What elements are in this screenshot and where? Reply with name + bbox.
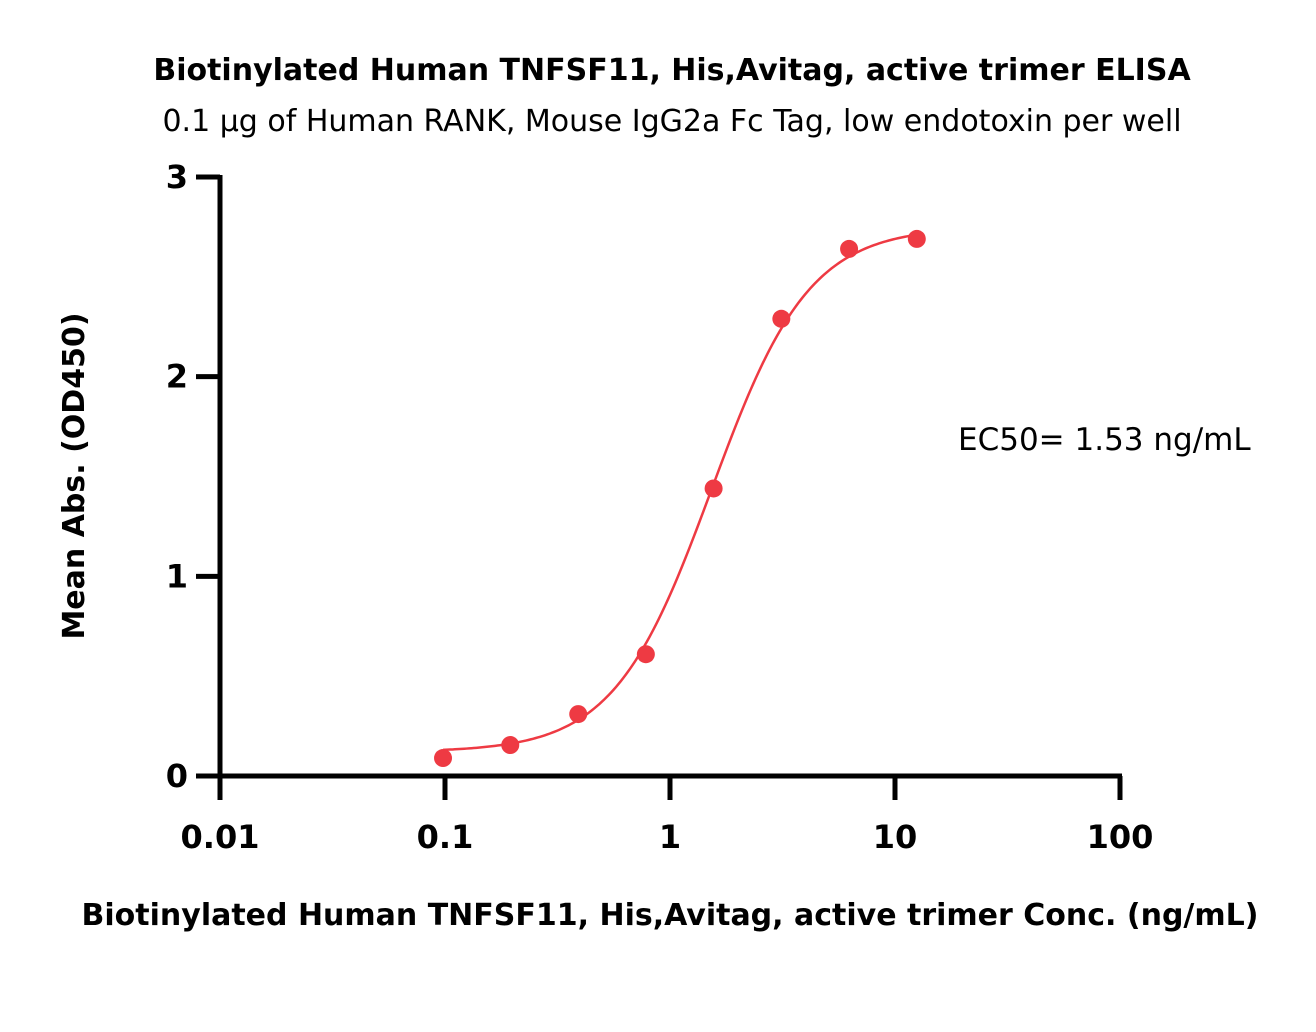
chart-title: Biotinylated Human TNFSF11, His,Avitag, …	[153, 53, 1191, 88]
y-tick-label: 0	[166, 757, 188, 795]
y-axis-label: Mean Abs. (OD450)	[57, 312, 92, 639]
y-tick-label: 2	[166, 358, 188, 396]
plot-area: 0 1 2 3 0.01 0.1 1 10 100	[166, 158, 1154, 856]
data-points	[434, 229, 926, 768]
data-point	[704, 479, 723, 498]
y-axis-ticks: 0 1 2 3	[166, 158, 220, 795]
data-point	[907, 229, 926, 248]
fit-curve	[442, 233, 917, 752]
x-tick-label: 1	[659, 818, 681, 856]
y-tick-label: 3	[166, 158, 188, 196]
x-axis-ticks: 0.01 0.1 1 10 100	[181, 776, 1154, 856]
ec50-annotation: EC50= 1.53 ng/mL	[958, 422, 1251, 458]
data-point	[434, 749, 453, 768]
chart-subtitle: 0.1 μg of Human RANK, Mouse IgG2a Fc Tag…	[162, 104, 1181, 139]
x-tick-label: 0.01	[181, 818, 260, 856]
data-point	[636, 645, 655, 664]
x-tick-label: 10	[873, 818, 918, 856]
data-point	[772, 309, 791, 328]
x-tick-label: 100	[1087, 818, 1154, 856]
x-axis-label: Biotinylated Human TNFSF11, His,Avitag, …	[82, 898, 1259, 933]
data-point	[501, 736, 520, 755]
data-point	[569, 705, 588, 724]
x-tick-label: 0.1	[417, 818, 474, 856]
y-tick-label: 1	[166, 557, 188, 595]
data-point	[840, 239, 859, 258]
